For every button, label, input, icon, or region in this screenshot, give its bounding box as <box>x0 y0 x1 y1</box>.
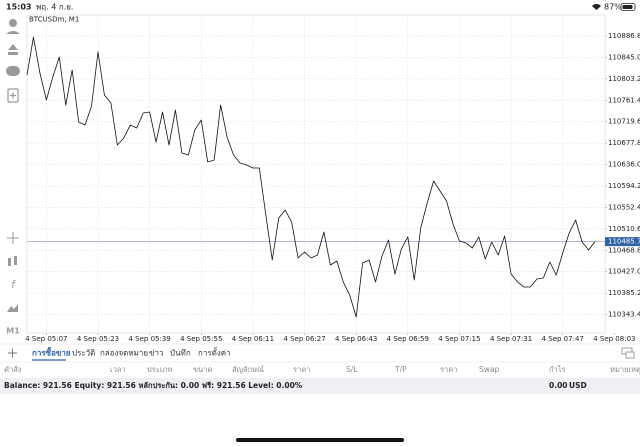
column-header: ราคา <box>440 365 457 374</box>
crosshair-icon[interactable] <box>7 232 19 244</box>
column-header: กำไร <box>549 365 566 374</box>
y-tick-label: 110427.00 <box>608 268 640 276</box>
current-price-label: 110485.75 <box>608 238 640 246</box>
y-tick-label: 110552.40 <box>608 203 640 211</box>
y-tick-label: 110343.40 <box>608 311 640 319</box>
x-tick-label: 4 Sep 05:23 <box>77 335 119 343</box>
tab[interactable]: การซื้อขาย <box>32 347 71 358</box>
profit-total: 0.00 <box>549 381 568 390</box>
x-tick-label: 4 Sep 05:07 <box>25 335 67 343</box>
table-header: คำสั่ง เวลา ประเภท ขนาด สัญลักษณ์ ราคา S/L T/P ร… <box>4 364 640 374</box>
y-tick-label: 110636.00 <box>608 161 640 169</box>
column-header: ประเภท <box>147 365 172 374</box>
column-header: คำสั่ง <box>4 364 22 374</box>
column-header: หมายเหตุ <box>610 365 640 374</box>
balance-row-bg <box>0 378 640 394</box>
column-header: Swap <box>479 365 499 374</box>
y-tick-label: 110385.20 <box>608 289 640 297</box>
y-tick-label: 110510.60 <box>608 225 640 233</box>
x-tick-label: 4 Sep 07:15 <box>438 335 480 343</box>
left-toolbar: f M1 <box>6 19 20 336</box>
column-header: เวลา <box>110 365 126 374</box>
chart-frame <box>26 14 606 334</box>
objects-icon[interactable] <box>7 304 18 312</box>
chart-symbol: BTCUSDm, M1 <box>29 16 79 24</box>
battery-level: 87% <box>604 3 622 12</box>
currency: USD <box>569 381 587 390</box>
x-tick-label: 4 Sep 05:55 <box>180 335 222 343</box>
tab[interactable]: ประวัติ <box>72 349 95 358</box>
current-price-tag <box>605 237 640 247</box>
x-tick-label: 4 Sep 06:27 <box>283 335 325 343</box>
y-tick-label: 110761.40 <box>608 96 640 104</box>
tab[interactable]: กล่องจดหมาย <box>100 349 148 358</box>
column-header: S/L <box>346 365 358 374</box>
home-indicator <box>236 438 404 442</box>
panel-icon-2 <box>625 351 635 359</box>
status-date: พฤ. 4 ก.ย. <box>36 3 73 12</box>
status-time: 15:03 <box>6 3 31 12</box>
chat-icon[interactable] <box>6 66 20 76</box>
wifi-icon <box>592 3 601 10</box>
x-tick-label: 4 Sep 08:03 <box>593 335 635 343</box>
battery-icon <box>620 3 636 11</box>
x-tick-label: 4 Sep 06:11 <box>232 335 274 343</box>
account-icon[interactable] <box>9 19 17 27</box>
y-tick-label: 110594.20 <box>608 182 640 190</box>
indicators-icon[interactable]: f <box>11 278 17 291</box>
timeframe-button[interactable]: M1 <box>6 327 20 336</box>
candles-icon[interactable] <box>8 256 17 266</box>
balance-summary: Balance: 921.56 Equity: 921.56 หลักประกั… <box>4 381 303 390</box>
x-tick-label: 4 Sep 06:43 <box>335 335 377 343</box>
tab[interactable]: การตั้งค่า <box>198 347 231 358</box>
y-tick-label: 110886.80 <box>608 32 640 40</box>
trade-icon[interactable] <box>8 44 18 55</box>
y-tick-label: 110719.60 <box>608 118 640 126</box>
x-tick-label: 4 Sep 05:39 <box>128 335 170 343</box>
column-header: T/P <box>394 365 407 374</box>
column-header: ขนาด <box>193 365 212 374</box>
x-tick-label: 4 Sep 07:47 <box>542 335 584 343</box>
y-tick-label: 110468.80 <box>608 246 640 254</box>
price-line <box>26 36 596 318</box>
tab[interactable]: ข่าว <box>149 349 163 358</box>
new-order-icon[interactable] <box>7 88 19 103</box>
chart: 110886.80 110845.00 110803.20 110761.40 1107… <box>25 15 640 343</box>
y-tick-label: 110677.80 <box>608 139 640 147</box>
tab-bar: การซื้อขาย ประวัติ กล่องจดหมาย ข่าว บันทึก กา… <box>32 347 231 361</box>
column-header: สัญลักษณ์ <box>232 365 264 374</box>
new-order-plus <box>10 92 16 99</box>
add-button[interactable] <box>8 348 17 358</box>
battery-fill <box>622 5 633 9</box>
y-tick-label: 110803.20 <box>608 75 640 83</box>
column-header: ราคา <box>293 365 310 374</box>
tab[interactable]: บันทึก <box>170 349 191 358</box>
x-tick-label: 4 Sep 06:59 <box>387 335 429 343</box>
y-tick-label: 110845.00 <box>608 53 640 61</box>
x-tick-label: 4 Sep 07:31 <box>490 335 532 343</box>
account-icon-body <box>6 31 20 34</box>
